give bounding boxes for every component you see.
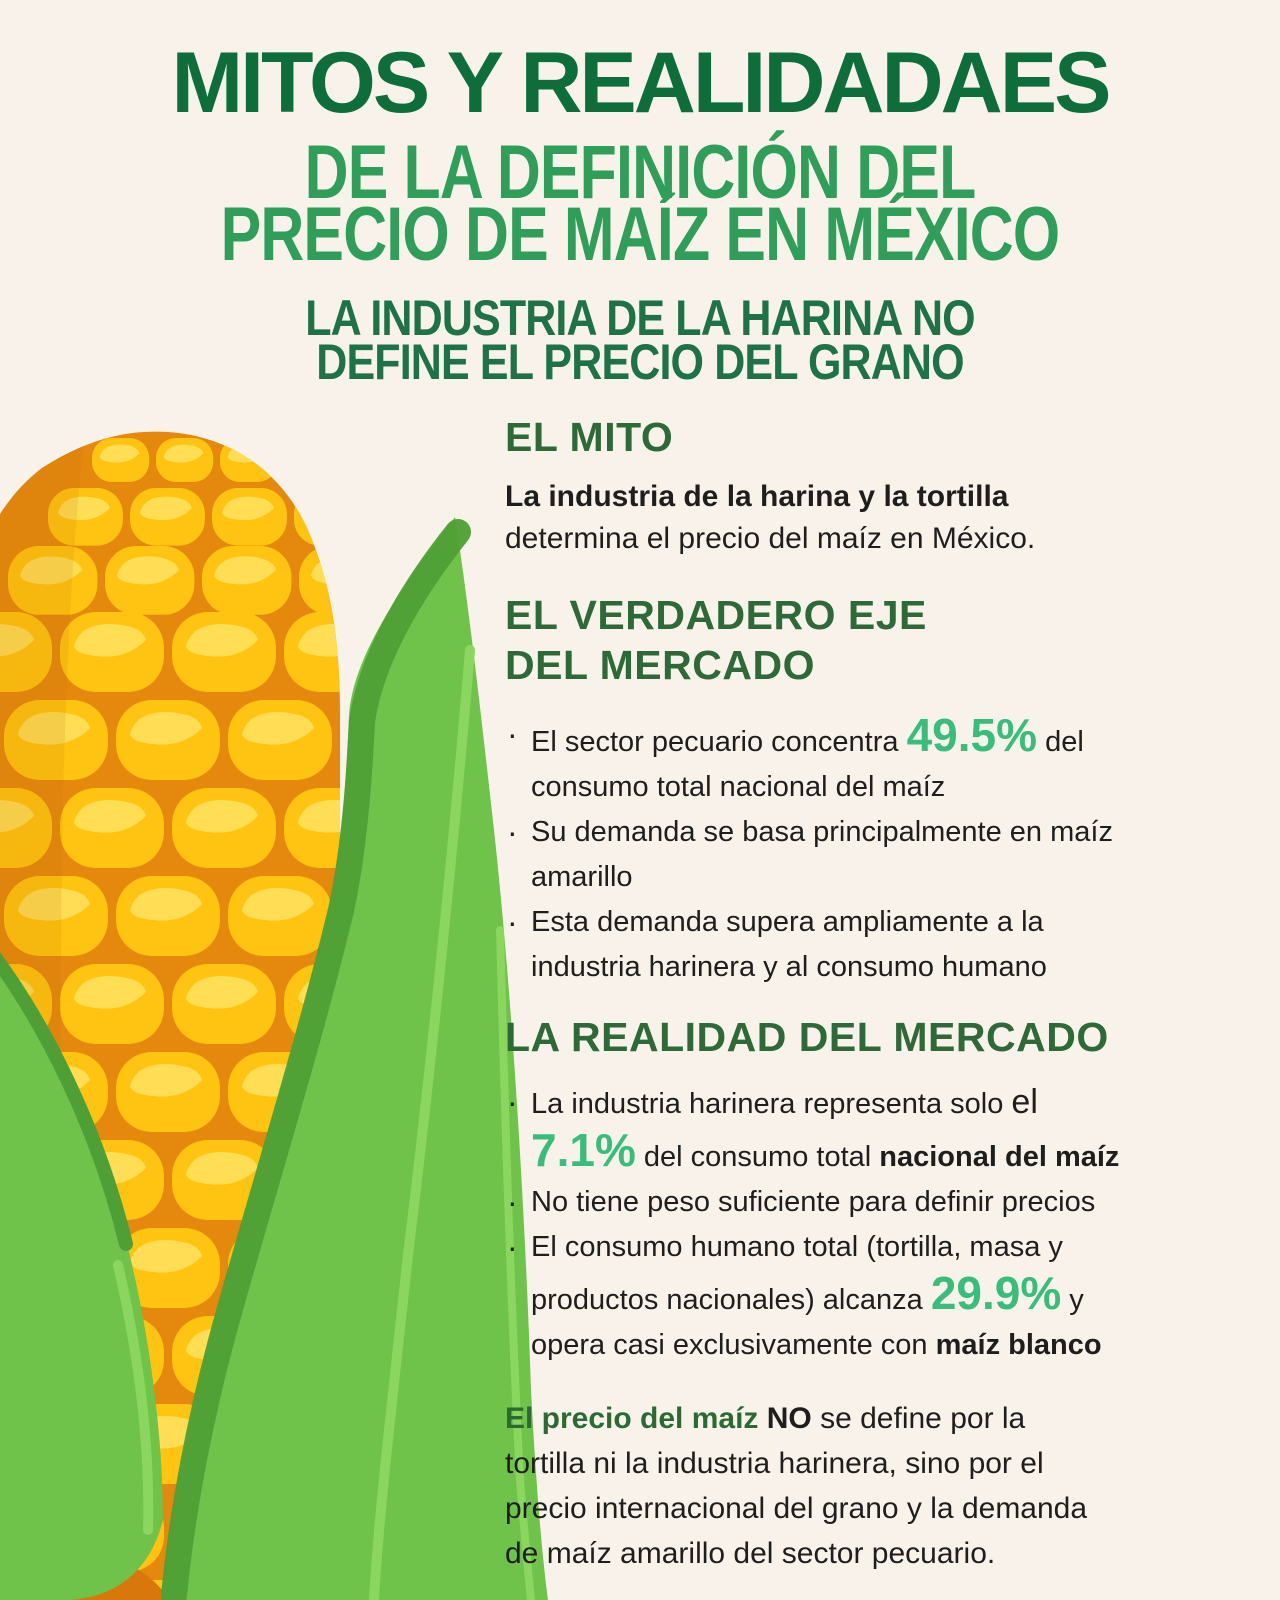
section-heading-reality: LA REALIDAD DEL MERCADO — [505, 1014, 1109, 1060]
reality-b3-line2-pre: productos nacionales) alcanza — [531, 1284, 931, 1316]
tagline-line-2: DEFINE EL PRECIO DEL GRANO — [316, 334, 964, 390]
axis-bullet-list: El sector pecuario concentra 49.5% del c… — [505, 712, 1217, 990]
reality-b2: No tiene peso suficiente para definir pr… — [531, 1186, 1096, 1218]
footer-no: NO — [766, 1402, 812, 1435]
corn-illustration — [0, 431, 548, 1600]
reality-b1-bold: nacional del maíz — [879, 1141, 1120, 1173]
footer-paragraph: El precio del maíz NO se define por la t… — [505, 1396, 1217, 1576]
axis-b2-line2: amarillo — [531, 861, 633, 893]
axis-b3-line2: industria harinera y al consumo humano — [531, 951, 1047, 983]
bullet-item: Esta demanda supera ampliamente a la ind… — [505, 900, 1217, 990]
bullet-item: El sector pecuario concentra 49.5% del c… — [505, 712, 1217, 810]
corn-leaf-left — [0, 952, 163, 1600]
subtitle-line-2: PRECIO DE MAÍZ EN MÉXICO — [220, 192, 1061, 277]
axis-b1-post: del — [1037, 726, 1084, 758]
section-heading-myth: EL MITO — [505, 414, 674, 460]
myth-line-2: determina el precio del maíz en México. — [505, 522, 1036, 555]
axis-heading-line-2: DEL MERCADO — [505, 642, 815, 688]
content-column: EL MITO La industria de la harina y la t… — [505, 412, 1217, 1576]
tagline: LA INDUSTRIA DE LA HARINA NO DEFINE EL P… — [90, 290, 1191, 390]
bullet-item: La industria harinera representa solo el… — [505, 1080, 1217, 1180]
reality-b1-pre: La industria harinera representa solo — [531, 1088, 1012, 1120]
myth-line-bold: La industria de la harina y la tortilla — [505, 480, 1009, 513]
stat-7-1: 7.1% — [531, 1124, 636, 1176]
section-heading-axis: EL VERDADERO EJE DEL MERCADO — [505, 590, 1217, 690]
footer-l3: precio internacional del grano y la dema… — [505, 1492, 1088, 1525]
reality-b3-line2-post: y — [1061, 1284, 1084, 1316]
corn-leaf-right — [161, 517, 548, 1600]
subtitle-line-1: DE LA DEFINICIÓN DEL — [304, 130, 977, 215]
footer-l2: tortilla ni la industria harinera, sino … — [505, 1447, 1044, 1480]
axis-b2-line1: Su demanda se basa principalmente en maí… — [531, 816, 1113, 848]
stat-29-9: 29.9% — [930, 1267, 1062, 1319]
axis-heading-line-1: EL VERDADERO EJE — [505, 592, 927, 638]
footer-green: El precio del maíz — [505, 1402, 767, 1435]
hero: MITOS Y REALIDADAES DE LA DEFINICIÓN DEL… — [0, 0, 1280, 390]
tagline-line-1: LA INDUSTRIA DE LA HARINA NO — [305, 290, 975, 346]
footer-l4: de maíz amarillo del sector pecuario. — [505, 1537, 996, 1570]
myth-paragraph: La industria de la harina y la tortilla … — [505, 476, 1217, 560]
stat-49-5: 49.5% — [906, 709, 1038, 761]
main-title: MITOS Y REALIDADAES — [171, 35, 1112, 131]
reality-b1-el: el — [1011, 1083, 1038, 1121]
bullet-item: Su demanda se basa principalmente en maí… — [505, 810, 1217, 900]
subtitle: DE LA DEFINICIÓN DEL PRECIO DE MAÍZ EN M… — [128, 130, 1152, 277]
reality-b3-bold: maíz blanco — [935, 1329, 1102, 1361]
axis-b1-pre: El sector pecuario concentra — [531, 726, 907, 758]
bullet-item: No tiene peso suficiente para definir pr… — [505, 1180, 1217, 1225]
bullet-item: El consumo humano total (tortilla, masa … — [505, 1225, 1217, 1368]
axis-b1-line2: consumo total nacional del maíz — [531, 771, 946, 803]
reality-b3-line1: El consumo humano total (tortilla, masa … — [531, 1231, 1063, 1263]
reality-b3-line3-pre: opera casi exclusivamente con — [531, 1329, 936, 1361]
reality-bullet-list: La industria harinera representa solo el… — [505, 1080, 1217, 1368]
reality-b1-mid: del consumo total — [635, 1141, 880, 1173]
axis-b3-line1: Esta demanda supera ampliamente a la — [531, 906, 1044, 938]
footer-l1-rest: se define por la — [811, 1402, 1026, 1435]
